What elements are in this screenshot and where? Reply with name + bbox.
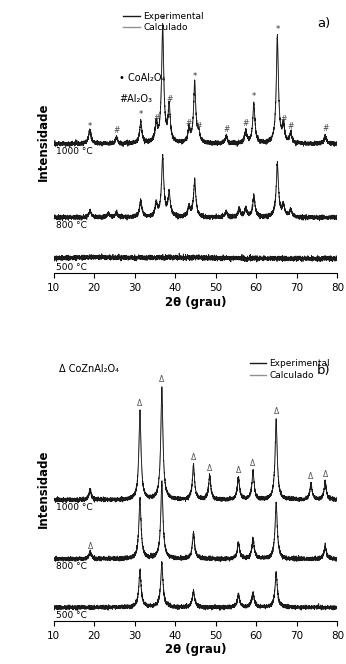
Text: 500 °C: 500 °C (56, 612, 86, 620)
Text: Δ: Δ (308, 471, 313, 481)
Text: Δ CoZnAl₂O₄: Δ CoZnAl₂O₄ (59, 364, 119, 374)
Text: Δ: Δ (251, 459, 256, 469)
Text: #: # (186, 119, 192, 127)
Text: b): b) (317, 364, 330, 377)
Text: #: # (322, 124, 328, 133)
Text: *: * (88, 122, 92, 131)
Text: 1000 °C: 1000 °C (56, 503, 92, 512)
Text: 500 °C: 500 °C (56, 263, 86, 272)
Text: Δ: Δ (322, 469, 328, 479)
Y-axis label: Intensidade: Intensidade (36, 450, 49, 529)
Text: • CoAl₂O₄: • CoAl₂O₄ (119, 73, 165, 83)
Text: #: # (153, 114, 160, 123)
X-axis label: 2θ (grau): 2θ (grau) (165, 295, 226, 309)
Legend: Experimental, Calculado: Experimental, Calculado (249, 359, 330, 380)
Text: *: * (275, 25, 280, 34)
Text: #Al₂O₃: #Al₂O₃ (119, 94, 152, 104)
Text: #: # (288, 122, 294, 131)
Legend: Experimental, Calculado: Experimental, Calculado (124, 12, 204, 32)
Text: Δ: Δ (137, 399, 143, 408)
Text: Δ: Δ (207, 463, 212, 473)
Text: #: # (113, 126, 120, 135)
Text: #: # (280, 116, 286, 124)
Text: #: # (243, 120, 249, 128)
Text: Δ: Δ (88, 542, 93, 551)
Text: Δ: Δ (191, 454, 196, 462)
Text: 800 °C: 800 °C (56, 562, 86, 571)
Text: *: * (161, 15, 165, 24)
Text: 800 °C: 800 °C (56, 221, 86, 230)
Text: Δ: Δ (236, 465, 241, 475)
Text: *: * (252, 92, 256, 101)
Text: Δ: Δ (274, 407, 279, 416)
X-axis label: 2θ (grau): 2θ (grau) (165, 643, 226, 656)
Text: #: # (223, 125, 229, 134)
Text: *: * (139, 110, 143, 120)
Text: #: # (195, 122, 202, 131)
Text: a): a) (317, 17, 330, 29)
Y-axis label: Intensidade: Intensidade (36, 102, 49, 181)
Text: #: # (166, 96, 172, 104)
Text: Δ: Δ (159, 375, 164, 384)
Text: 1000 °C: 1000 °C (56, 147, 92, 156)
Text: *: * (193, 72, 197, 81)
